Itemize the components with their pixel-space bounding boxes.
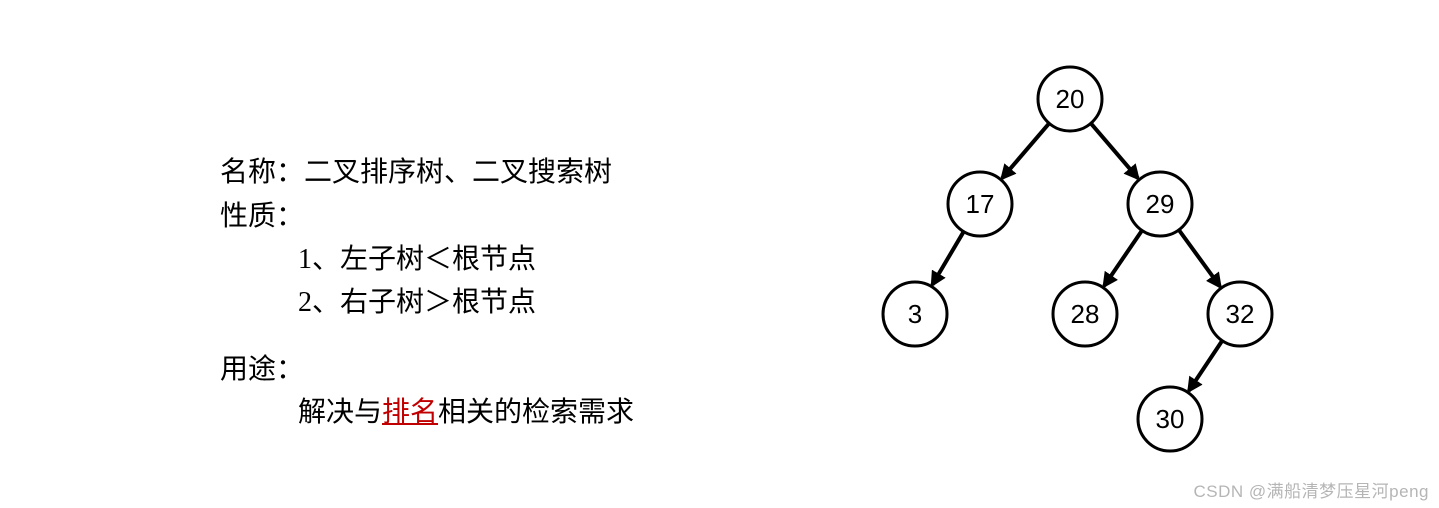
usage-highlight: 排名 [382, 397, 438, 428]
usage-row: 用途： [220, 347, 780, 387]
props-row: 性质： [220, 194, 780, 234]
tree-edge [1104, 230, 1142, 285]
tree-node-label: 20 [1056, 84, 1085, 114]
prop-1: 1、左子树＜根节点 [298, 238, 780, 281]
tree-edge [1002, 123, 1049, 178]
prop-2: 2、右子树＞根节点 [298, 281, 780, 324]
tree-edge [1189, 341, 1222, 391]
tree-edge [1091, 123, 1138, 178]
tree-node-label: 3 [908, 299, 922, 329]
watermark: CSDN @满船清梦压星河peng [1194, 477, 1429, 502]
name-label: 名称： [220, 150, 304, 190]
name-value: 二叉排序树、二叉搜索树 [304, 150, 612, 190]
props-label: 性质： [220, 194, 304, 234]
tree-node-label: 32 [1226, 299, 1255, 329]
tree-edge [1179, 230, 1220, 287]
usage-label: 用途： [220, 347, 304, 387]
tree-node-label: 29 [1146, 189, 1175, 219]
tree-node-label: 28 [1071, 299, 1100, 329]
usage-prefix: 解决与 [298, 397, 382, 428]
tree-node-label: 17 [966, 189, 995, 219]
spacer [220, 325, 780, 347]
definition-block: 名称： 二叉排序树、二叉搜索树 性质： 1、左子树＜根节点 2、右子树＞根节点 … [220, 150, 780, 434]
binary-tree-diagram: 20 17 29 3 28 32 30 [870, 54, 1310, 464]
name-row: 名称： 二叉排序树、二叉搜索树 [220, 150, 780, 190]
usage-suffix: 相关的检索需求 [438, 397, 634, 428]
usage-text: 解决与排名相关的检索需求 [298, 391, 780, 434]
tree-node-label: 30 [1156, 404, 1185, 434]
tree-edge [932, 232, 963, 285]
